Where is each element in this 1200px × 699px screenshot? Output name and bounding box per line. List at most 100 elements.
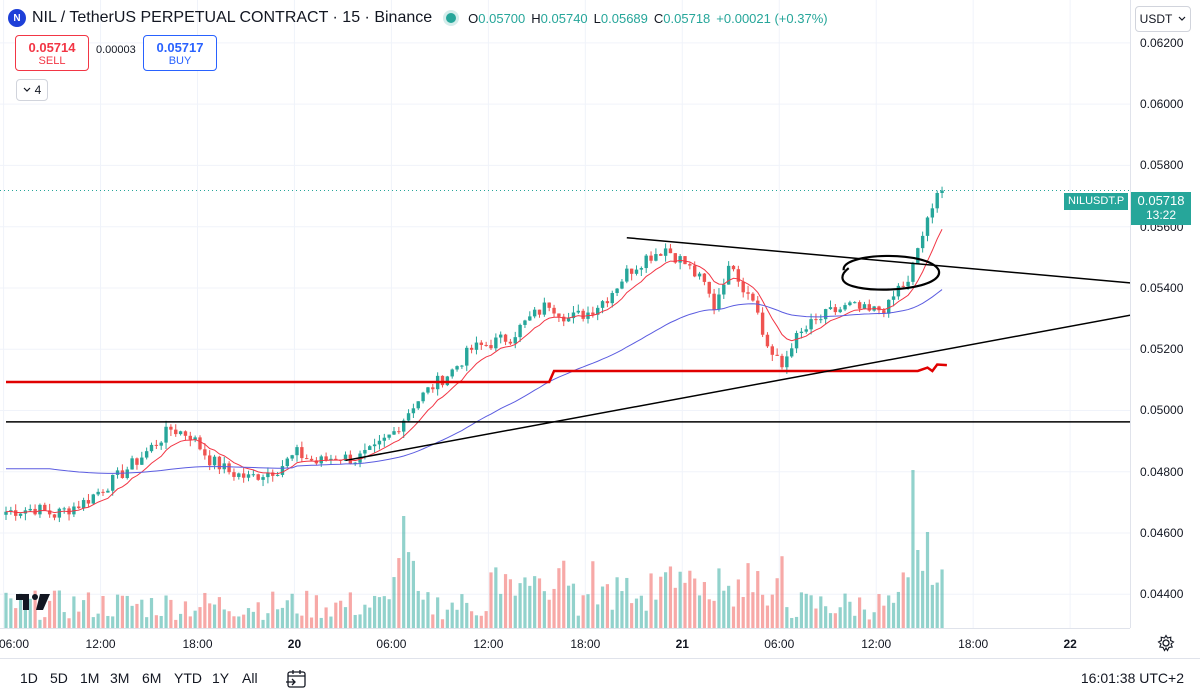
- candle-body: [203, 449, 207, 456]
- volume-bar: [227, 611, 231, 628]
- time-axis[interactable]: 06:00 12:00 18:00 20 06:00 12:00 18:00 21 06:00 1…: [0, 628, 1130, 659]
- chart-area[interactable]: [0, 0, 1200, 628]
- candle-body: [43, 504, 47, 511]
- candle-body: [251, 474, 256, 476]
- volume-bar: [814, 608, 818, 628]
- volume-bar: [280, 607, 285, 628]
- symbol-logo-icon[interactable]: N: [8, 9, 26, 27]
- volume-bar: [406, 552, 411, 628]
- volume-bar: [120, 595, 124, 628]
- candle-body: [188, 435, 192, 440]
- range-button-all[interactable]: All: [242, 670, 258, 686]
- candle-body: [57, 508, 62, 518]
- volume-bar: [867, 619, 871, 628]
- candle-body: [654, 254, 658, 261]
- candle-body: [765, 334, 770, 347]
- candle-body: [169, 426, 173, 430]
- volume-bar: [295, 613, 299, 628]
- volume-bar: [697, 595, 702, 628]
- volume-bar: [72, 596, 76, 628]
- chevron-down-icon: [1178, 16, 1186, 21]
- volume-bar: [52, 590, 57, 628]
- candle-body: [906, 281, 910, 287]
- candle-body: [639, 268, 644, 270]
- volume-bar: [809, 595, 813, 628]
- indicators-toggle-button[interactable]: 4: [16, 79, 48, 101]
- volume-bar: [838, 607, 842, 628]
- range-button-6m[interactable]: 6M: [142, 670, 162, 686]
- candle-body: [159, 442, 163, 446]
- candle-body: [208, 455, 212, 466]
- candle-body: [659, 254, 663, 256]
- candle-body: [828, 307, 833, 310]
- tradingview-logo: [16, 594, 50, 610]
- buy-button[interactable]: 0.05717 BUY: [143, 35, 217, 71]
- candle-body: [790, 348, 794, 357]
- range-button-ytd[interactable]: YTD: [174, 670, 202, 686]
- currency-label: USDT: [1139, 12, 1173, 26]
- highlight-ellipse: [841, 254, 940, 291]
- volume-bar: [416, 590, 420, 628]
- volume-bar: [86, 592, 91, 628]
- currency-selector[interactable]: USDT: [1135, 6, 1191, 32]
- candle-body: [256, 474, 260, 480]
- time-tick-label: 06:00: [0, 637, 30, 651]
- volume-bar: [533, 576, 537, 628]
- volume-bar: [62, 612, 66, 628]
- ohlc-values: O0.05700 H0.05740 L0.05689 C0.05718 +0.0…: [468, 11, 827, 26]
- volume-bar: [775, 578, 779, 628]
- candle-body: [164, 426, 168, 443]
- candle-body: [596, 307, 600, 315]
- symbol-title[interactable]: NIL / TetherUS PERPETUAL CONTRACT · 15 ·…: [32, 9, 433, 26]
- candle-body: [911, 263, 915, 282]
- volume-bar: [896, 591, 900, 628]
- volume-bar: [741, 596, 745, 628]
- candle-body: [615, 288, 619, 294]
- volume-bar: [14, 608, 18, 628]
- price-axis[interactable]: [1130, 0, 1200, 628]
- price-tick-label: 0.04600: [1140, 526, 1184, 541]
- candle-body: [532, 309, 537, 317]
- clock[interactable]: 16:01:38 UTC+2: [1080, 670, 1184, 686]
- candle-body: [673, 253, 677, 263]
- range-button-1d[interactable]: 1D: [20, 670, 38, 686]
- sell-button[interactable]: 0.05714 SELL: [15, 35, 89, 71]
- candle-body: [843, 305, 847, 310]
- candle-body: [940, 190, 944, 193]
- volume-bar: [149, 598, 154, 628]
- candle-body: [455, 366, 459, 370]
- range-button-5d[interactable]: 5D: [50, 670, 68, 686]
- candle-body: [377, 440, 382, 445]
- volume-bar: [862, 609, 867, 628]
- market-open-status-icon[interactable]: [446, 13, 457, 23]
- candle-body: [149, 444, 154, 452]
- candle-body: [183, 431, 188, 436]
- candle-body: [81, 500, 86, 509]
- range-button-1y[interactable]: 1Y: [212, 670, 230, 686]
- candle-body: [751, 293, 755, 301]
- candle-body: [688, 264, 692, 266]
- candle-body: [290, 455, 294, 459]
- candle-countdown: 13:22: [1145, 208, 1177, 222]
- candle-body: [610, 293, 614, 304]
- candle-body: [271, 472, 275, 476]
- volume-bar: [610, 609, 614, 628]
- volume-bar: [217, 597, 221, 628]
- calendar-goto-icon[interactable]: [286, 669, 308, 689]
- range-button-1m[interactable]: 1M: [80, 670, 100, 686]
- volume-bar: [503, 574, 508, 628]
- volume-bar: [683, 582, 687, 628]
- volume-bar: [824, 606, 828, 628]
- candle-body: [562, 316, 566, 322]
- support-line: [6, 363, 947, 384]
- price-chart[interactable]: [0, 0, 1200, 628]
- candle-body: [140, 457, 144, 465]
- volume-bar: [314, 595, 318, 628]
- candle-body: [178, 431, 183, 435]
- range-button-3m[interactable]: 3M: [110, 670, 130, 686]
- gear-icon[interactable]: [1155, 632, 1177, 654]
- sell-price: 0.05714: [28, 39, 76, 55]
- candle-body: [678, 256, 682, 263]
- ohlc-open: O0.05700: [468, 10, 526, 26]
- volume-bar: [659, 576, 663, 628]
